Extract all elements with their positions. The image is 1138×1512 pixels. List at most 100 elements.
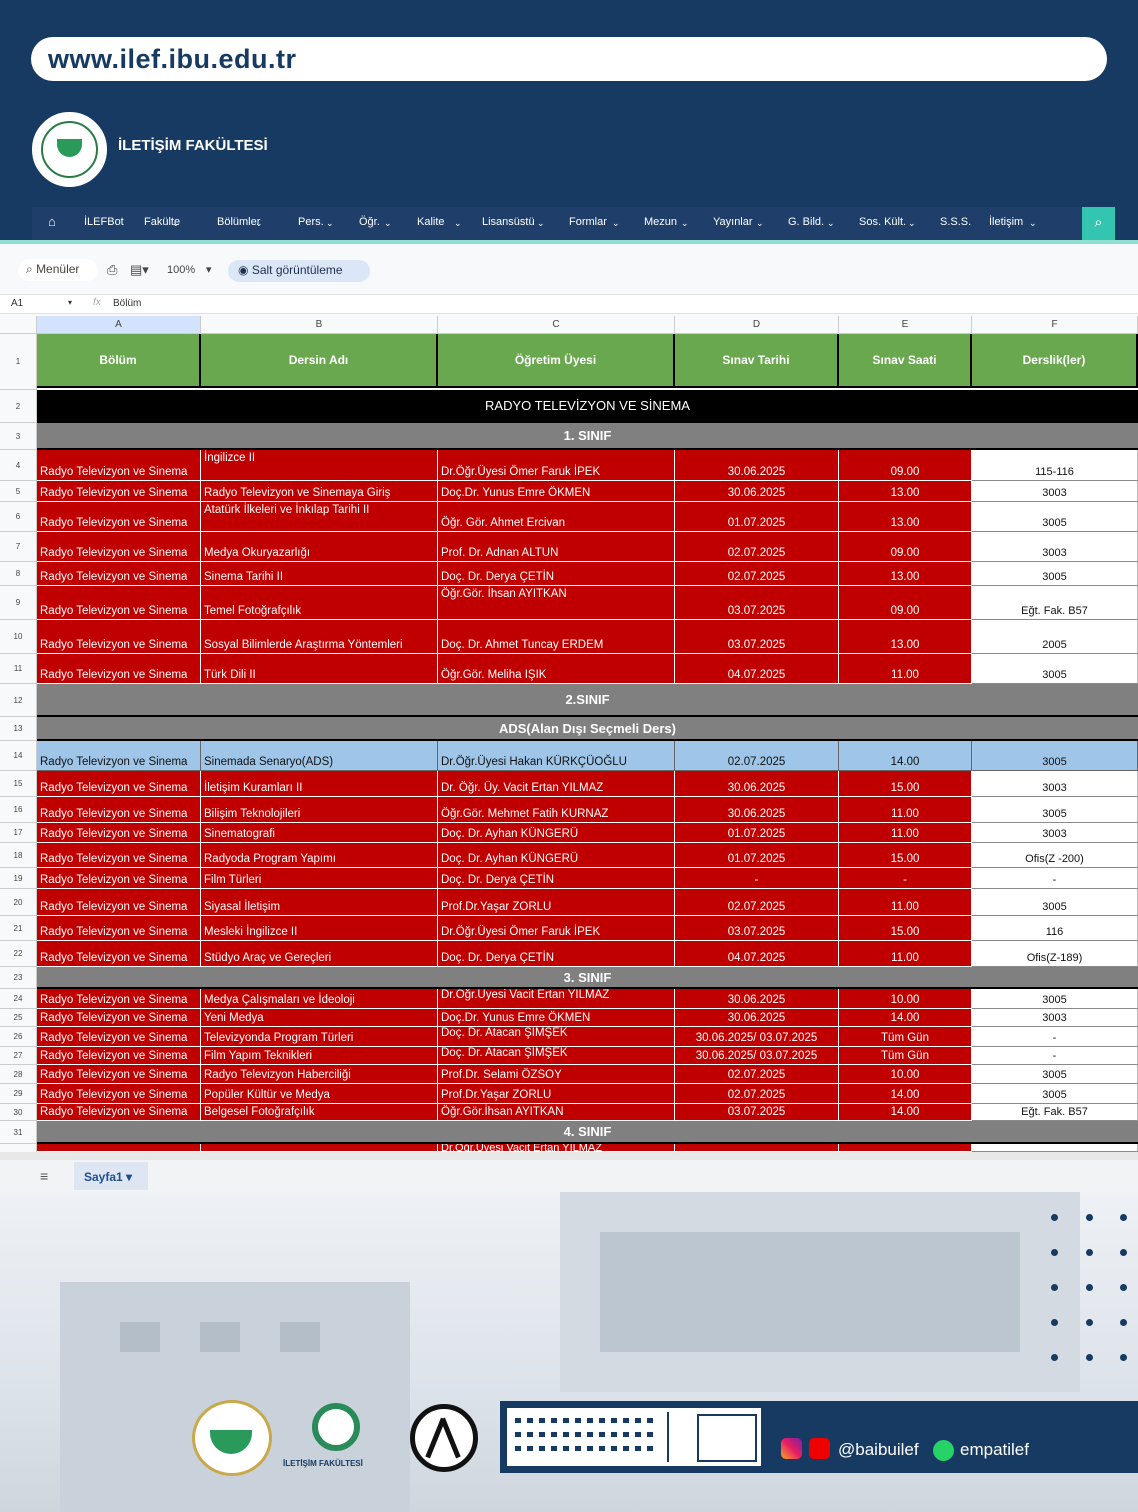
cell-course[interactable]: Sosyal Bilimlerde Araştırma Yöntemleri — [201, 620, 438, 654]
cell-exam-date[interactable]: 02.07.2025 — [675, 889, 839, 916]
cell-exam-time[interactable]: 11.00 — [839, 889, 972, 916]
row-number[interactable]: 10 — [0, 620, 37, 654]
cell-room[interactable]: 3005 — [972, 502, 1138, 532]
instagram-handle[interactable]: @baibuilef — [838, 1440, 919, 1459]
header-cell[interactable]: Öğretim Üyesi — [438, 334, 675, 388]
site-url[interactable]: www.ilef.ibu.edu.tr — [31, 37, 1107, 81]
cell-exam-date[interactable]: 30.06.2025/ 03.07.2025 — [675, 1027, 839, 1047]
cell-department[interactable]: Radyo Televizyon ve Sinema — [37, 1047, 201, 1065]
cell-exam-date[interactable]: 30.06.2025 — [675, 797, 839, 823]
row-number[interactable]: 11 — [0, 654, 37, 684]
column-header[interactable]: E — [839, 316, 972, 334]
university-logo[interactable] — [32, 112, 107, 187]
column-header[interactable]: A — [37, 316, 201, 334]
cell-department[interactable]: Radyo Televizyon ve Sinema — [37, 868, 201, 889]
cell-course[interactable]: Siyasal İletişim — [201, 889, 438, 916]
cell-department[interactable]: Radyo Televizyon ve Sinema — [37, 797, 201, 823]
cell-exam-time[interactable]: 11.00 — [839, 797, 972, 823]
cell-department[interactable]: Radyo Televizyon ve Sinema — [37, 843, 201, 868]
row-number[interactable]: 5 — [0, 481, 37, 502]
cell-department[interactable]: Radyo Televizyon ve Sinema — [37, 562, 201, 586]
cell-room[interactable]: 3005 — [972, 797, 1138, 823]
cell-room[interactable]: 3005 — [972, 889, 1138, 916]
nav-item[interactable]: Pers. — [298, 216, 324, 228]
faculty-name[interactable]: İLETİŞİM FAKÜLTESİ — [118, 137, 268, 154]
cell-exam-date[interactable]: 03.07.2025 — [675, 620, 839, 654]
cell-department[interactable]: Radyo Televizyon ve Sinema — [37, 1027, 201, 1047]
cell-exam-date[interactable]: - — [675, 868, 839, 889]
cell-lecturer[interactable]: Öğr.Gör. İhsan AYITKAN — [438, 586, 675, 620]
whatsapp-icon[interactable] — [933, 1440, 954, 1461]
section-band[interactable]: ADS(Alan Dışı Seçmeli Ders) — [37, 717, 1138, 741]
cell-course[interactable]: Radyo Televizyon Haberciliği — [201, 1065, 438, 1084]
search-icon[interactable]: ⌕ — [1082, 207, 1115, 241]
row-number[interactable]: 25 — [0, 1009, 37, 1027]
cell-exam-date[interactable]: 30.06.2025 — [675, 481, 839, 502]
cell-room[interactable]: 115-116 — [972, 450, 1138, 481]
cell-lecturer[interactable]: Dr.Öğr.Üyesi Ömer Faruk İPEK — [438, 450, 675, 481]
nav-item[interactable]: İLEFBot — [84, 216, 124, 228]
cell-lecturer[interactable]: Doç.Dr. Yunus Emre ÖKMEN — [438, 481, 675, 502]
header-cell[interactable]: Sınav Saati — [839, 334, 972, 388]
cell-exam-time[interactable]: 09.00 — [839, 532, 972, 562]
row-number[interactable]: 13 — [0, 717, 37, 741]
cell-lecturer[interactable]: Doç. Dr. Atacan ŞİMŞEK — [438, 1047, 675, 1065]
row-number[interactable]: 31 — [0, 1121, 37, 1144]
cell-exam-date[interactable]: 02.07.2025 — [675, 1084, 839, 1104]
all-sheets-icon[interactable]: ≡ — [40, 1168, 49, 1184]
cell-department[interactable]: Radyo Televizyon ve Sinema — [37, 532, 201, 562]
cell-exam-time[interactable]: 15.00 — [839, 916, 972, 941]
cell-exam-time[interactable]: 09.00 — [839, 586, 972, 620]
nav-item[interactable]: G. Bild. — [788, 216, 825, 228]
cell-room[interactable]: Eğt. Fak. B57 — [972, 1104, 1138, 1121]
cell-exam-time[interactable]: Tüm Gün — [839, 1027, 972, 1047]
cell-course[interactable]: Sinemada Senaryo(ADS) — [201, 741, 438, 771]
cell-exam-date[interactable]: 30.06.2025 — [675, 1009, 839, 1027]
cell-lecturer[interactable]: Doç.Dr. Yunus Emre ÖKMEN — [438, 1009, 675, 1027]
cell-ref[interactable]: A1 — [11, 298, 24, 309]
cell-exam-date[interactable]: 02.07.2025 — [675, 532, 839, 562]
cell-lecturer[interactable]: Dr.Öğr.Üyesi Hakan KÜRKÇÜOĞLU — [438, 741, 675, 771]
nav-item[interactable]: Bölümler — [217, 216, 261, 228]
cell-room[interactable]: 116 — [972, 916, 1138, 941]
cell-department[interactable]: Radyo Televizyon ve Sinema — [37, 654, 201, 684]
cell-course[interactable]: Sinema Tarihi II — [201, 562, 438, 586]
cell-department[interactable]: Radyo Televizyon ve Sinema — [37, 586, 201, 620]
row-number[interactable]: 16 — [0, 797, 37, 823]
row-number[interactable]: 19 — [0, 868, 37, 889]
cell-lecturer[interactable]: Dr.Öğr.Üyesi Vacit Ertan YILMAZ — [438, 989, 675, 1009]
cell-lecturer[interactable]: Öğr.Gör. Meliha IŞIK — [438, 654, 675, 684]
cell-exam-date[interactable]: 03.07.2025 — [675, 916, 839, 941]
cell-exam-date[interactable]: 01.07.2025 — [675, 843, 839, 868]
row-number[interactable]: 22 — [0, 941, 37, 967]
home-icon[interactable]: ⌂ — [48, 214, 56, 229]
cell-lecturer[interactable]: Doç. Dr. Ahmet Tuncay ERDEM — [438, 620, 675, 654]
nav-item[interactable]: Öğr. — [359, 216, 380, 228]
cell-room[interactable]: - — [972, 1047, 1138, 1065]
cell-lecturer[interactable]: Doç. Dr. Ayhan KÜNGERÜ — [438, 843, 675, 868]
row-number[interactable]: 29 — [0, 1084, 37, 1104]
cell-course[interactable]: Belgesel Fotoğrafçılık — [201, 1104, 438, 1121]
cell-lecturer[interactable]: Öğr. Gör. Ahmet Ercivan — [438, 502, 675, 532]
cell-exam-time[interactable]: 10.00 — [839, 1065, 972, 1084]
cell-exam-time[interactable]: 11.00 — [839, 941, 972, 967]
row-number[interactable]: 20 — [0, 889, 37, 916]
cell-exam-time[interactable]: 15.00 — [839, 843, 972, 868]
cell-lecturer[interactable]: Doç. Dr. Derya ÇETİN — [438, 562, 675, 586]
column-header[interactable]: B — [201, 316, 438, 334]
cell-lecturer[interactable]: Prof.Dr.Yaşar ZORLU — [438, 889, 675, 916]
section-band[interactable]: 3. SINIF — [37, 967, 1138, 989]
cell-exam-time[interactable]: 14.00 — [839, 1084, 972, 1104]
cell-lecturer[interactable]: Dr. Öğr. Üy. Vacit Ertan YILMAZ — [438, 771, 675, 797]
cell-course[interactable]: Sinematografi — [201, 823, 438, 843]
cell-department[interactable]: Radyo Televizyon ve Sinema — [37, 1104, 201, 1121]
cell-department[interactable]: Radyo Televizyon ve Sinema — [37, 823, 201, 843]
cell-room[interactable]: 3003 — [972, 1009, 1138, 1027]
formula-value[interactable]: Bölüm — [113, 298, 142, 309]
section-band[interactable]: 2.SINIF — [37, 684, 1138, 717]
cell-course[interactable]: Radyoda Program Yapımı — [201, 843, 438, 868]
cell-department[interactable]: Radyo Televizyon ve Sinema — [37, 989, 201, 1009]
cell-exam-date[interactable]: 04.07.2025 — [675, 654, 839, 684]
section-band[interactable]: 1. SINIF — [37, 423, 1138, 450]
cell-course[interactable]: Stüdyo Araç ve Gereçleri — [201, 941, 438, 967]
